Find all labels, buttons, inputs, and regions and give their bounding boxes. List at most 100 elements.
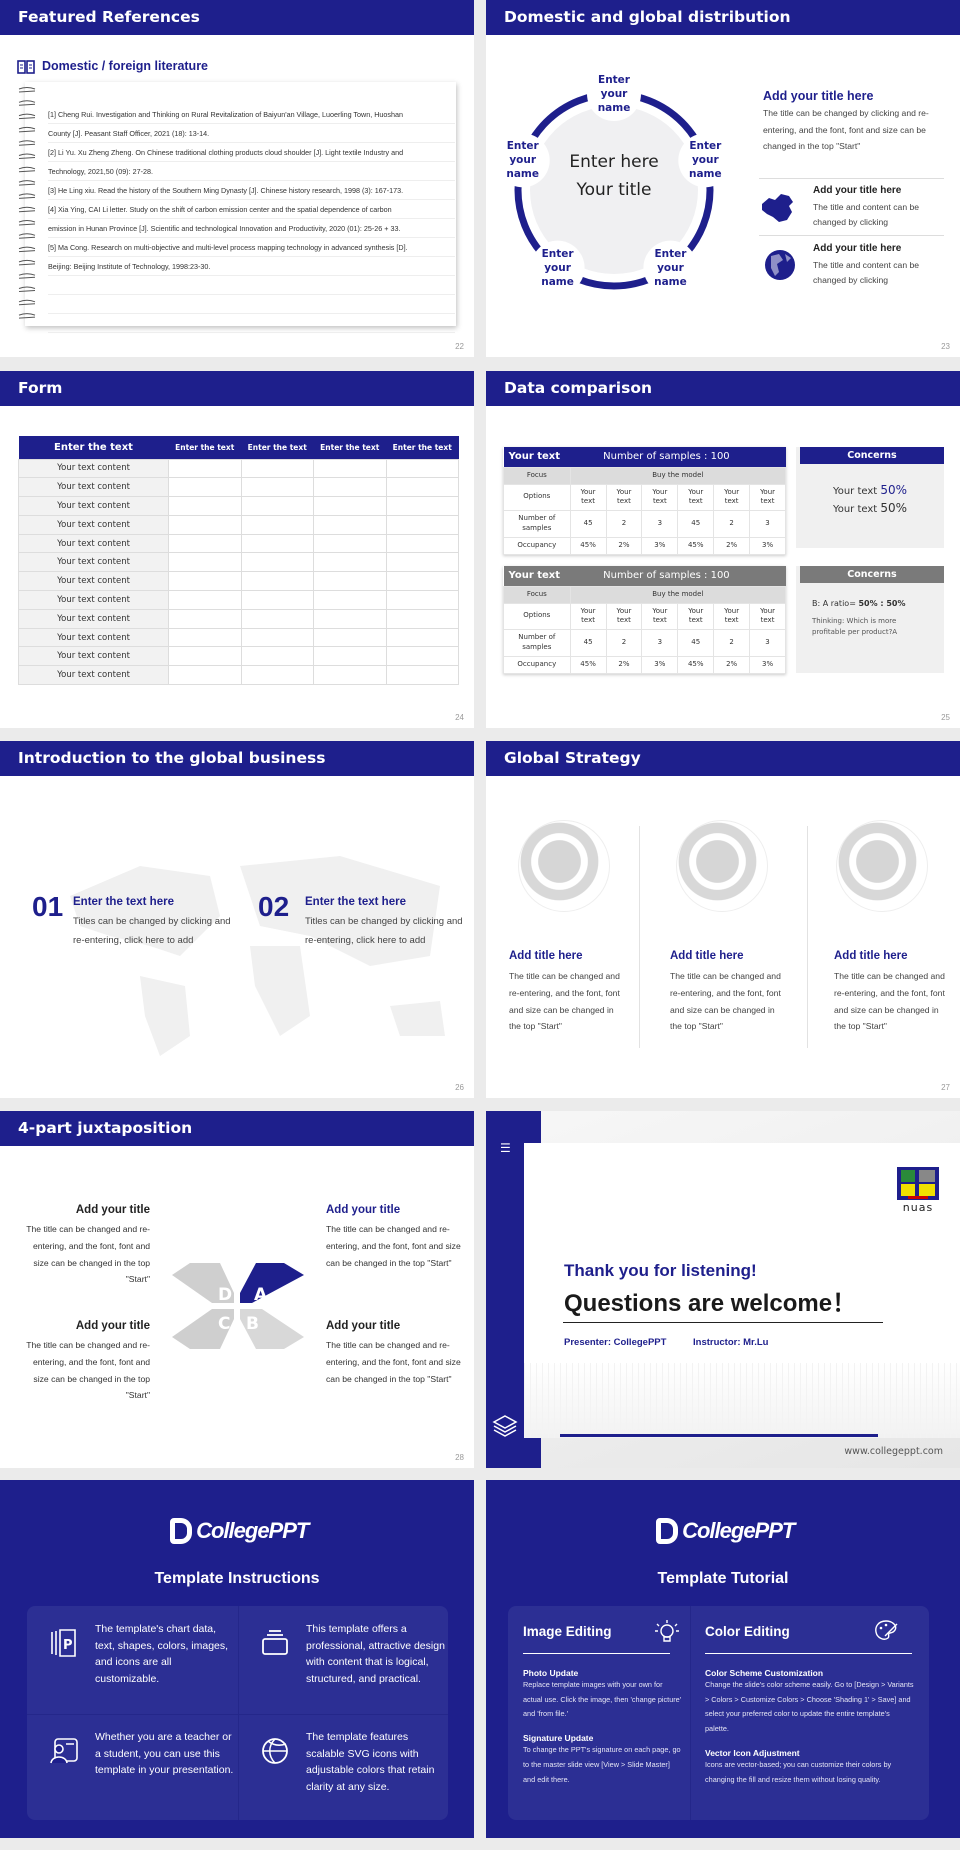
table-cell[interactable] [168, 496, 242, 516]
cycle-label: Enter your name [541, 247, 574, 288]
table-cell[interactable] [385, 665, 459, 686]
table-row: Your text content [18, 458, 459, 479]
table-cell[interactable] [240, 514, 314, 535]
table-cell[interactable] [385, 477, 459, 498]
focus-row: Focus Buy the model [503, 466, 787, 485]
table-cell[interactable] [385, 571, 459, 592]
table-cell[interactable] [168, 590, 242, 610]
slide-30-template-instructions[interactable]: CollegePPT Template Instructions P The te… [0, 1480, 474, 1838]
reference-line: [4] Xia Ying, CAI Li letter. Study on th… [48, 200, 455, 219]
palette-icon [875, 1620, 898, 1640]
quadrant-letter: B [246, 1314, 259, 1334]
slide-title: Data comparison [486, 371, 960, 406]
reference-line: County [J]. Peasant Staff Officer, 2021 … [48, 124, 455, 143]
slide-29-thank-you[interactable]: ☰ nuas Thank you for listening! Question… [486, 1111, 960, 1468]
table-cell[interactable] [313, 608, 387, 629]
section-body: To change the PPT's signature on each pa… [523, 1745, 681, 1784]
divider [759, 178, 944, 179]
table-cell[interactable] [240, 533, 314, 554]
slide-31-template-tutorial[interactable]: CollegePPT Template Tutorial Image Editi… [486, 1480, 960, 1838]
table-cell[interactable] [385, 590, 459, 610]
table-cell[interactable] [240, 665, 314, 686]
table-cell[interactable] [313, 533, 387, 554]
table-cell[interactable] [313, 590, 387, 610]
concern-text: Your text [832, 486, 881, 497]
slide-22-featured-references[interactable]: Featured References Domestic / foreign l… [0, 0, 474, 357]
table-cell[interactable] [240, 590, 314, 610]
table-cell: Your text content [18, 477, 169, 498]
column-title: Add title here [670, 950, 744, 962]
table-cell[interactable] [168, 571, 242, 592]
x-quadrant-graphic: A B C D [172, 1263, 304, 1349]
divider [563, 1322, 883, 1323]
table-cell[interactable] [240, 571, 314, 592]
table-cell[interactable] [313, 477, 387, 498]
table-cell[interactable] [168, 477, 242, 498]
table-cell[interactable] [313, 458, 387, 479]
comparison-table: Your text Number of samples : 100 Focus Buy… [503, 566, 787, 674]
table-cell[interactable] [240, 496, 314, 516]
table-cell[interactable] [313, 627, 387, 648]
table-cell[interactable] [385, 458, 459, 479]
table-row: Your text content [18, 477, 459, 498]
table-cell[interactable] [168, 608, 242, 629]
logo-mark-icon [169, 1518, 192, 1544]
table-cell: Your text [749, 602, 786, 630]
table-cell[interactable] [168, 458, 242, 479]
main-title: Add your title here [763, 89, 874, 103]
divider [27, 1714, 448, 1715]
brand-text: CollegePPT [196, 1518, 309, 1543]
table-cell: Your text [569, 602, 607, 630]
table-cell[interactable] [168, 665, 242, 686]
table-cell[interactable] [240, 627, 314, 648]
table-cell[interactable] [313, 514, 387, 535]
spiral-binding-icon [18, 87, 36, 319]
table-cell[interactable] [385, 514, 459, 535]
block-body: The title can be changed and re-entering… [26, 1340, 150, 1401]
table-cell[interactable] [313, 496, 387, 516]
row-label: Number of samples [503, 509, 571, 538]
svg-text:P: P [63, 1638, 73, 1653]
slide-24-form[interactable]: Form Enter the text Enter the text Enter t… [0, 371, 474, 728]
table-cell[interactable] [240, 477, 314, 498]
slide-26-global-business[interactable]: Introduction to the global business 01 En… [0, 741, 474, 1098]
concern-line: Your text 50% [796, 500, 944, 518]
table-cell[interactable] [313, 665, 387, 686]
block-title: Add your title [75, 1204, 150, 1216]
table-cell[interactable] [385, 646, 459, 667]
ratio-label: B: A ratio= [812, 599, 859, 608]
website-url[interactable]: www.collegeppt.com [844, 1446, 943, 1457]
slide-28-juxtaposition[interactable]: 4-part juxtaposition A B C D Add your ti… [0, 1111, 474, 1468]
table-cell: 2% [713, 536, 751, 555]
table-cell[interactable] [168, 552, 242, 573]
header-label: Your text [503, 447, 571, 467]
table-cell[interactable] [240, 458, 314, 479]
table-cell[interactable] [313, 571, 387, 592]
slide-title: Domestic and global distribution [486, 0, 960, 35]
slide-25-data-comparison[interactable]: Data comparison Your text Number of sampl… [486, 371, 960, 728]
table-cell[interactable] [385, 627, 459, 648]
table-cell[interactable] [385, 552, 459, 573]
table-cell[interactable] [168, 533, 242, 554]
slide-title: Form [0, 371, 474, 406]
table-cell[interactable] [313, 646, 387, 667]
table-cell: Your text [677, 483, 715, 511]
table-cell[interactable] [240, 552, 314, 573]
slide-23-distribution[interactable]: Domestic and global distribution Enter h… [486, 0, 960, 357]
table-row: Your text content [18, 590, 459, 610]
table-cell[interactable] [168, 627, 242, 648]
table-cell[interactable] [168, 646, 242, 667]
basketball-icon [260, 1736, 290, 1766]
table-cell[interactable] [313, 552, 387, 573]
globe-image [518, 820, 610, 912]
table-cell[interactable] [168, 514, 242, 535]
table-cell[interactable] [240, 646, 314, 667]
table-cell[interactable] [385, 608, 459, 629]
table-cell[interactable] [240, 608, 314, 629]
cycle-label: Enter your name [688, 140, 722, 181]
table-cell[interactable] [385, 533, 459, 554]
table-cell: Your text [605, 483, 643, 511]
table-cell[interactable] [385, 496, 459, 516]
slide-heading: Template Tutorial [657, 1570, 789, 1587]
slide-27-global-strategy[interactable]: Global Strategy Add title here The title … [486, 741, 960, 1098]
